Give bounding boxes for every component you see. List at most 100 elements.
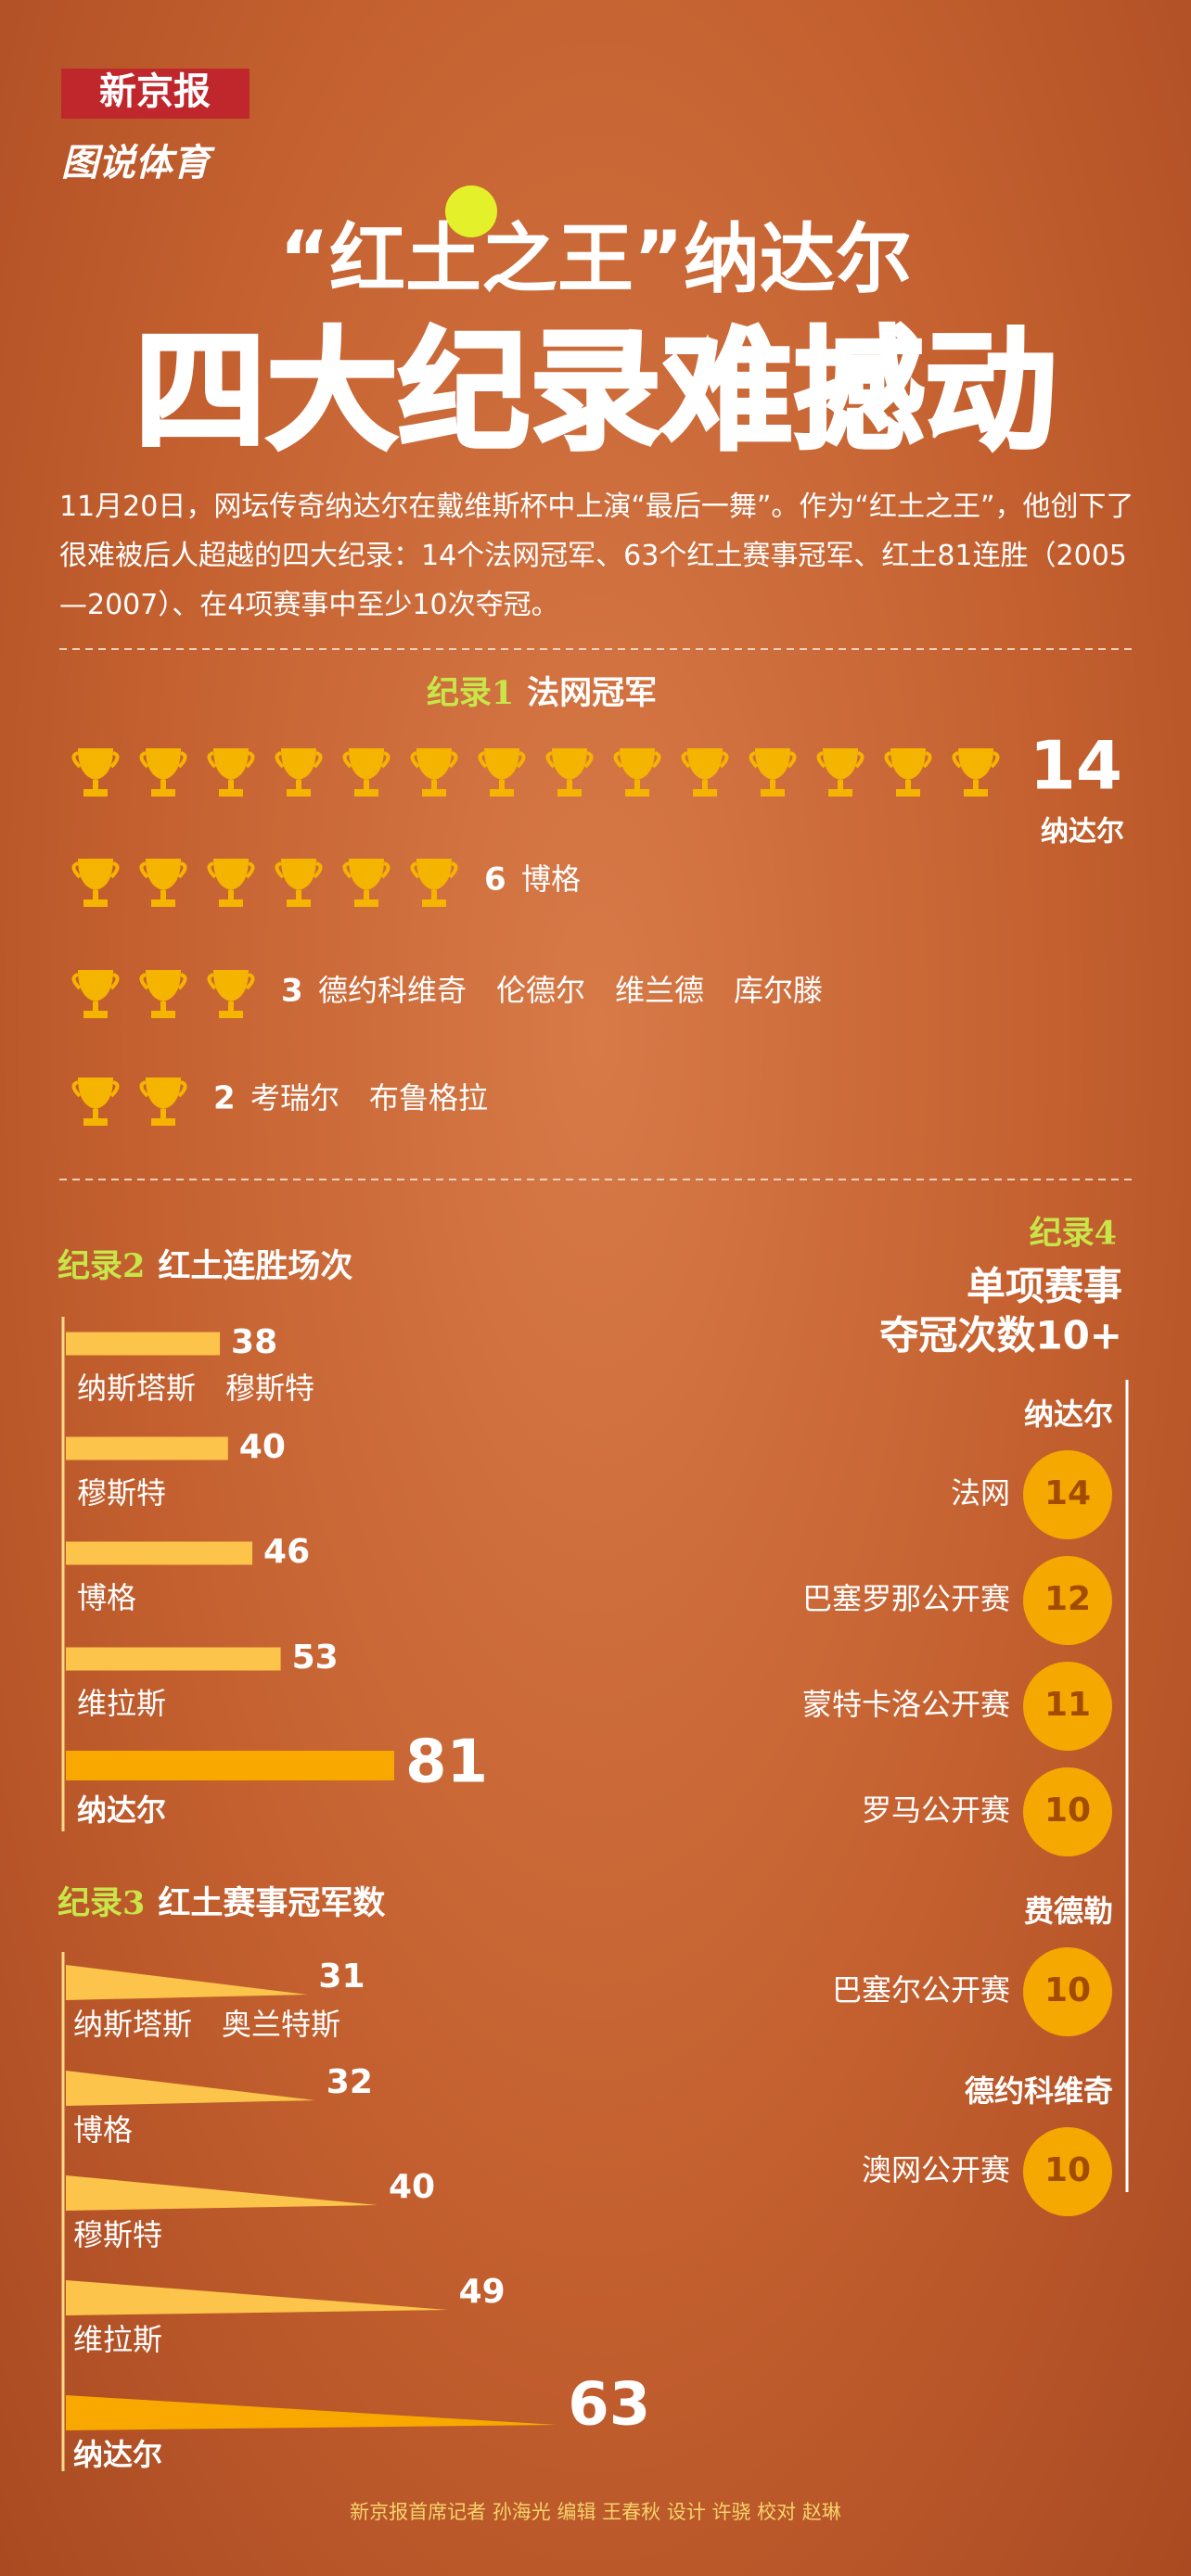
trophy-cup bbox=[349, 859, 384, 890]
trophy-stem bbox=[431, 890, 437, 899]
wedge bbox=[66, 2395, 557, 2430]
trophy-handles bbox=[71, 1080, 120, 1098]
bubble bbox=[1023, 1556, 1112, 1645]
trophy-cup bbox=[78, 748, 113, 780]
trophy-base bbox=[354, 789, 378, 797]
trophy-base bbox=[287, 789, 311, 797]
title-line2: 四大纪录难撼动 bbox=[134, 315, 1057, 468]
trophy-stem bbox=[702, 780, 708, 789]
wedge bbox=[66, 2280, 448, 2315]
value-label: 6 bbox=[484, 861, 506, 899]
category-label: 巴塞罗那公开赛 bbox=[802, 1581, 1010, 1616]
bubble bbox=[1023, 1662, 1112, 1751]
trophy-base bbox=[83, 789, 108, 797]
trophy-base bbox=[219, 899, 243, 907]
title-line1: “红土之王”纳达尔 bbox=[279, 215, 912, 303]
category-label: 纳达尔 bbox=[1041, 816, 1124, 848]
trophy-base bbox=[151, 1118, 175, 1126]
trophy-stem bbox=[160, 1001, 166, 1011]
record-header: 纪录2 红土连胜场次 bbox=[58, 1247, 352, 1286]
trophy-base bbox=[964, 789, 988, 797]
trophy-stem bbox=[973, 780, 979, 789]
trophy-base bbox=[761, 789, 785, 797]
value-label: 46 bbox=[263, 1533, 310, 1571]
trophy-stem bbox=[296, 780, 301, 789]
trophy-base bbox=[83, 1118, 108, 1126]
trophy-handles bbox=[816, 751, 864, 769]
trophy-cup bbox=[146, 970, 181, 1001]
trophy-cup bbox=[213, 859, 249, 890]
trophy-handles bbox=[139, 973, 187, 990]
trophy-stem bbox=[634, 780, 640, 789]
trophy-base bbox=[828, 789, 852, 797]
value-label: 10 bbox=[1044, 1792, 1091, 1830]
value-label: 10 bbox=[1044, 1971, 1091, 2009]
bubble bbox=[1023, 1767, 1112, 1856]
category-label: 考瑞尔 布鲁格拉 bbox=[250, 1080, 488, 1116]
category-label: 澳网公开赛 bbox=[862, 2152, 1010, 2187]
category-label: 穆斯特 bbox=[73, 2217, 162, 2252]
trophy-handles bbox=[545, 751, 594, 769]
trophy-stem bbox=[838, 780, 843, 789]
value-label: 31 bbox=[318, 1958, 365, 1996]
bar bbox=[66, 1541, 253, 1565]
brand-box bbox=[61, 69, 250, 119]
trophy-base bbox=[422, 789, 446, 797]
record-label: 纪录1 bbox=[427, 674, 514, 712]
trophy-base bbox=[422, 899, 446, 907]
trophy-handles bbox=[749, 751, 797, 769]
trophy-handles bbox=[207, 751, 255, 769]
record-header: 纪录3 红土赛事冠军数 bbox=[58, 1884, 385, 1923]
value-label: 14 bbox=[1030, 727, 1122, 805]
trophy-handles bbox=[139, 861, 187, 879]
trophy-base bbox=[151, 899, 175, 907]
value-label: 12 bbox=[1044, 1580, 1091, 1618]
trophy-handles bbox=[275, 861, 323, 879]
trophy-base bbox=[625, 789, 649, 797]
player-name: 纳达尔 bbox=[1024, 1396, 1113, 1432]
trophy-stem bbox=[93, 1109, 98, 1118]
trophy-stem bbox=[296, 890, 301, 899]
category-label: 博格 bbox=[73, 2112, 133, 2148]
trophy-cup bbox=[78, 1078, 113, 1109]
trophy-row bbox=[71, 1078, 187, 1126]
trophy-stem bbox=[160, 780, 166, 789]
trophy-cup bbox=[146, 859, 181, 890]
trophy-handles bbox=[139, 1080, 187, 1098]
trophy-stem bbox=[905, 780, 911, 789]
trophy-handles bbox=[613, 751, 661, 769]
value-label: 49 bbox=[459, 2273, 506, 2311]
player-name: 德约科维奇 bbox=[965, 2073, 1113, 2109]
trophy-cup bbox=[213, 970, 249, 1001]
trophy-handles bbox=[952, 751, 1000, 769]
wedge bbox=[66, 1965, 308, 2000]
category-label: 维拉斯 bbox=[77, 1686, 166, 1721]
bar bbox=[66, 1436, 228, 1460]
value-label: 81 bbox=[405, 1728, 488, 1797]
category-label: 法网 bbox=[951, 1475, 1010, 1511]
trophy-cup bbox=[281, 748, 316, 780]
trophy-stem bbox=[228, 890, 234, 899]
trophy-stem bbox=[160, 890, 166, 899]
category-label: 穆斯特 bbox=[77, 1475, 166, 1511]
trophy-base bbox=[83, 899, 108, 907]
trophy-row bbox=[71, 859, 458, 907]
trophy-stem bbox=[93, 780, 98, 789]
value-label: 11 bbox=[1044, 1686, 1091, 1724]
trophy-base bbox=[219, 789, 243, 797]
record-title: 法网冠军 bbox=[527, 675, 657, 712]
trophy-stem bbox=[567, 780, 572, 789]
trophy-base bbox=[896, 789, 920, 797]
trophy-base bbox=[151, 1011, 175, 1018]
trophy-cup bbox=[890, 748, 926, 780]
trophy-handles bbox=[342, 751, 391, 769]
category-label: 纳斯塔斯 穆斯特 bbox=[77, 1371, 314, 1406]
value-label: 3 bbox=[281, 973, 303, 1010]
trophy-cup bbox=[281, 859, 316, 890]
trophy-cup bbox=[349, 748, 384, 780]
trophy-handles bbox=[207, 861, 255, 879]
record-label: 纪录2 bbox=[58, 1247, 145, 1285]
tennis-ball bbox=[445, 185, 497, 237]
record-label: 纪录3 bbox=[58, 1884, 145, 1922]
